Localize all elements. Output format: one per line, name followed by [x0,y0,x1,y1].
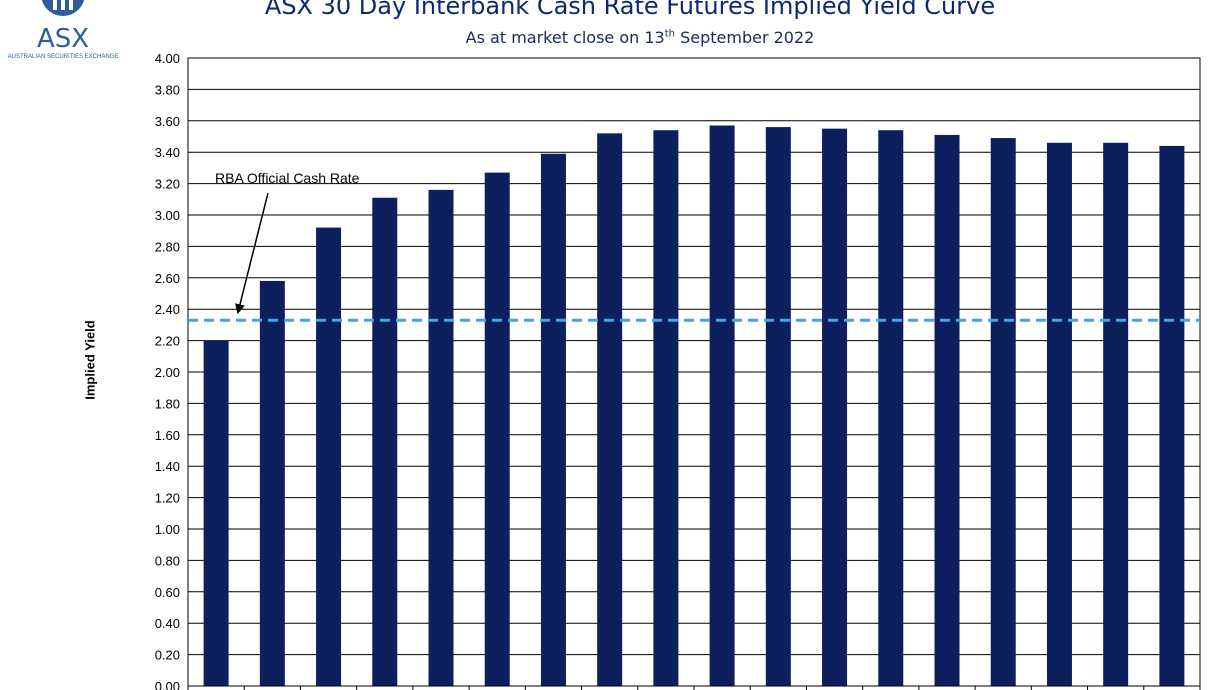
y-tick-label: 2.20 [155,334,180,349]
x-ticks [187,686,1201,690]
y-tick-label: 3.40 [155,145,180,160]
bar [1046,142,1072,686]
y-tick-label: 2.60 [155,271,180,286]
y-tick-label: 3.20 [155,177,180,192]
y-tick-label: 2.80 [155,239,180,254]
y-tick-label: 1.20 [155,491,180,506]
y-tick-labels: 0.00 0.20 0.40 0.60 0.80 1.00 1.20 1.40 1.60 1.80… [155,51,180,690]
y-tick-label: 1.00 [155,522,180,537]
bar [1103,142,1129,686]
rba-annotation-arrow [235,192,269,315]
asx-logo-subtext: AUSTRALIAN SECURITIES EXCHANGE [8,54,119,60]
bar [316,227,342,686]
y-tick-label: 1.40 [155,459,180,474]
y-tick-label: 2.00 [155,365,180,380]
bar [259,280,285,686]
y-tick-label: 3.00 [155,208,180,223]
y-tick-label: 1.60 [155,428,180,443]
y-tick-label: 0.40 [155,616,180,631]
rba-annotation-label: RBA Official Cash Rate [215,170,360,186]
y-tick-label: 0.60 [155,585,180,600]
y-tick-label: 1.80 [155,396,180,411]
y-tick-label: 0.00 [155,679,180,690]
asx-logo-mark: ASX AUSTRALIAN SECURITIES EXCHANGE [8,0,119,60]
subtitle-sup: th [664,28,675,40]
bar [428,189,454,686]
y-tick-label: 3.80 [155,82,180,97]
bar [597,133,623,687]
gridlines [188,57,1200,687]
bar [934,134,960,686]
bar [203,340,229,686]
chart-subtitle: As at market close on 13th September 202… [340,28,940,47]
y-axis-title: Implied Yield [82,320,98,400]
bar [765,127,791,686]
bar [653,130,679,687]
y-tick-label: 0.20 [155,648,180,663]
y-tick-label: 0.80 [155,553,180,568]
bar [1159,145,1185,687]
y-tick-label: 2.40 [155,302,180,317]
subtitle-suffix: September 2022 [675,28,815,47]
chart-title: ASX 30 Day Interbank Cash Rate Futures I… [264,0,996,20]
bars [203,125,1185,687]
plot-frame [187,57,1201,687]
bar [709,125,735,686]
bar [990,138,1016,686]
bar [540,153,566,686]
y-tick-label: 3.60 [155,114,180,129]
asx-logo: ASX AUSTRALIAN SECURITIES EXCHANGE [0,0,130,62]
asx-logo-text: ASX [37,24,89,54]
y-tick-label: 4.00 [155,51,180,66]
bar [484,172,510,687]
bar [822,128,848,686]
bar [372,197,398,687]
bar [878,130,904,687]
subtitle-prefix: As at market close on 13 [465,28,665,47]
